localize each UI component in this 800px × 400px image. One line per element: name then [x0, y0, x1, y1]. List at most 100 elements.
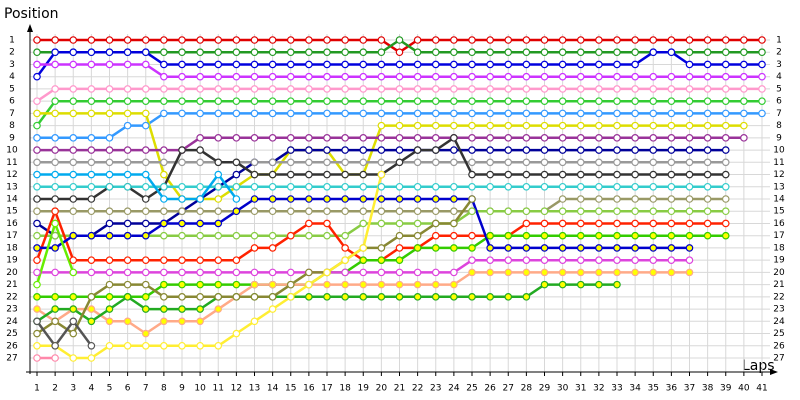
point — [141, 85, 150, 93]
point — [613, 48, 621, 57]
y-tick-label: 9 — [9, 133, 15, 143]
point — [595, 97, 603, 105]
point — [286, 97, 295, 105]
y-tick-label: 8 — [9, 121, 15, 131]
point — [268, 195, 277, 203]
point — [214, 48, 223, 57]
point — [178, 146, 186, 154]
point — [558, 85, 567, 93]
point — [160, 36, 168, 44]
point — [631, 48, 639, 57]
point — [613, 121, 621, 130]
point — [87, 134, 96, 142]
point — [450, 85, 458, 93]
point — [214, 219, 223, 228]
point — [178, 48, 186, 57]
point — [250, 170, 259, 179]
point — [286, 109, 295, 118]
point — [740, 121, 748, 130]
point — [450, 293, 458, 301]
point — [268, 280, 277, 289]
point — [286, 134, 295, 142]
point — [685, 268, 694, 277]
point — [268, 36, 277, 44]
point — [576, 256, 585, 264]
point — [558, 231, 567, 240]
point — [196, 268, 204, 277]
point — [196, 85, 204, 93]
point — [595, 121, 603, 130]
point — [613, 134, 621, 142]
point — [468, 97, 476, 105]
y-tick-label-right: 15 — [773, 207, 784, 217]
point — [232, 158, 241, 167]
x-tick-label: 31 — [575, 384, 586, 394]
point — [721, 72, 730, 81]
point — [377, 158, 386, 167]
point — [141, 305, 150, 313]
point — [468, 195, 476, 203]
point — [395, 146, 404, 154]
point — [540, 60, 549, 69]
point — [522, 109, 531, 118]
point — [33, 219, 41, 228]
point — [214, 158, 223, 167]
point — [721, 146, 730, 154]
point — [468, 48, 476, 57]
point — [395, 85, 404, 93]
point — [721, 219, 730, 228]
point — [631, 72, 639, 81]
y-tick-label: 24 — [6, 317, 18, 327]
point — [576, 60, 585, 69]
point — [450, 72, 458, 81]
point — [268, 305, 277, 313]
point — [431, 85, 440, 93]
point — [323, 85, 331, 93]
point — [141, 195, 150, 203]
y-tick-label: 27 — [6, 354, 17, 364]
point — [721, 36, 730, 44]
point — [196, 195, 204, 203]
point — [522, 231, 531, 240]
point — [703, 195, 712, 203]
point — [196, 305, 204, 313]
point — [250, 207, 259, 216]
point — [178, 341, 186, 350]
point — [613, 231, 621, 240]
point — [87, 195, 96, 203]
point — [486, 170, 494, 179]
point — [468, 182, 476, 191]
point — [268, 158, 277, 167]
point — [232, 329, 241, 338]
point — [232, 109, 241, 118]
point — [486, 256, 494, 264]
point — [649, 97, 658, 105]
point — [250, 293, 259, 301]
point — [305, 158, 313, 167]
point — [232, 85, 241, 93]
point — [649, 48, 658, 57]
point — [558, 36, 567, 44]
point — [69, 231, 78, 240]
point — [431, 121, 440, 130]
point — [286, 195, 295, 203]
point — [758, 36, 766, 44]
point — [33, 207, 41, 216]
point — [504, 268, 513, 277]
point — [105, 109, 114, 118]
point — [395, 158, 404, 167]
point — [359, 182, 368, 191]
point — [33, 109, 41, 118]
point — [123, 182, 132, 191]
point — [576, 280, 585, 289]
y-tick-label-right: 6 — [776, 97, 782, 107]
point — [341, 256, 349, 264]
point — [395, 268, 404, 277]
point — [576, 244, 585, 252]
point — [341, 182, 349, 191]
point — [631, 182, 639, 191]
point — [214, 85, 223, 93]
point — [286, 268, 295, 277]
point — [33, 182, 41, 191]
series-line — [35, 320, 93, 348]
